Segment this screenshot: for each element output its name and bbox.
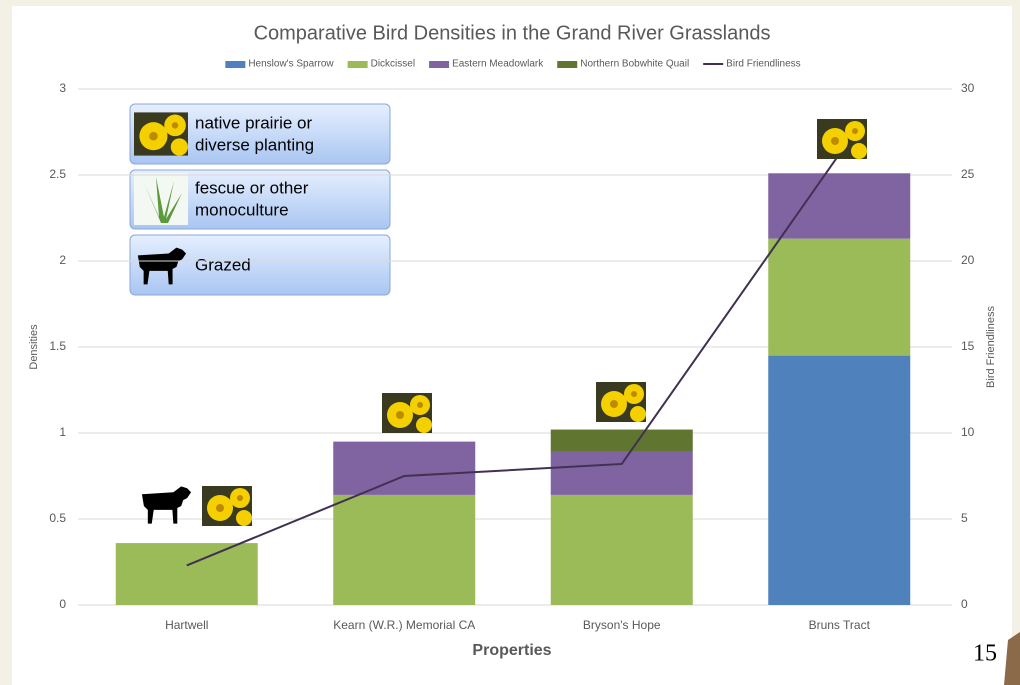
bar-segment	[333, 442, 475, 495]
y2-tick-label: 10	[961, 425, 975, 439]
flower-icon	[202, 486, 252, 526]
legend-swatch	[557, 61, 577, 68]
y2-tick-label: 30	[961, 81, 975, 95]
bar-segment	[116, 543, 258, 605]
y2-tick-label: 20	[961, 253, 975, 267]
x-tick-label: Bruns Tract	[809, 618, 871, 632]
flower-icon	[134, 112, 188, 155]
grass-icon	[134, 173, 188, 225]
bar-segment	[333, 495, 475, 605]
flower-icon	[817, 119, 867, 159]
annotation-group: native prairie or diverse planting fescu…	[130, 104, 390, 295]
chart: Comparative Bird Densities in the Grand …	[0, 0, 1020, 685]
bar-segment	[551, 495, 693, 605]
y2-axis-title: Bird Friendliness	[985, 306, 997, 388]
y-tick-label: 0.5	[49, 511, 66, 525]
y2-tick-label: 15	[961, 339, 975, 353]
legend-swatch	[348, 61, 368, 68]
y-tick-label: 2	[59, 253, 66, 267]
x-tick-label: Kearn (W.R.) Memorial CA	[333, 618, 475, 632]
annotation-text: monoculture	[195, 200, 289, 219]
legend-label: Dickcissel	[371, 59, 415, 70]
x-axis-title: Properties	[472, 642, 551, 659]
y2-tick-label: 0	[961, 597, 968, 611]
legend-swatch	[429, 61, 449, 68]
legend-label: Northern Bobwhite Quail	[580, 59, 689, 70]
legend-label: Eastern Meadowlark	[452, 59, 544, 70]
flower-icon	[596, 382, 646, 422]
y-tick-label: 3	[59, 81, 66, 95]
bar-segment	[551, 452, 693, 495]
y-tick-label: 1	[59, 425, 66, 439]
legend-label: Henslow's Sparrow	[248, 59, 334, 70]
chart-title: Comparative Bird Densities in the Grand …	[254, 22, 771, 44]
x-tick-label: Hartwell	[165, 618, 208, 632]
legend-label: Bird Friendliness	[726, 59, 800, 70]
flower-icon	[382, 393, 432, 433]
bar-segment	[768, 173, 910, 238]
y-tick-label: 1.5	[49, 339, 66, 353]
x-tick-label: Bryson's Hope	[583, 618, 661, 632]
bar-segment	[768, 239, 910, 356]
page-number: 15	[973, 641, 997, 667]
bar-segment	[551, 430, 693, 452]
y-tick-label: 0	[59, 597, 66, 611]
annotation-text: Grazed	[195, 255, 251, 274]
page: Comparative Bird Densities in the Grand …	[0, 0, 1020, 685]
bar-segment	[768, 356, 910, 605]
y-tick-label: 2.5	[49, 167, 66, 181]
annotation-text: diverse planting	[195, 135, 314, 154]
y-axis-title: Densities	[28, 324, 40, 370]
y2-tick-label: 5	[961, 511, 968, 525]
y2-tick-label: 25	[961, 167, 975, 181]
legend-swatch	[225, 61, 245, 68]
annotation-text: native prairie or	[195, 113, 313, 132]
annotation-text: fescue or other	[195, 178, 309, 197]
